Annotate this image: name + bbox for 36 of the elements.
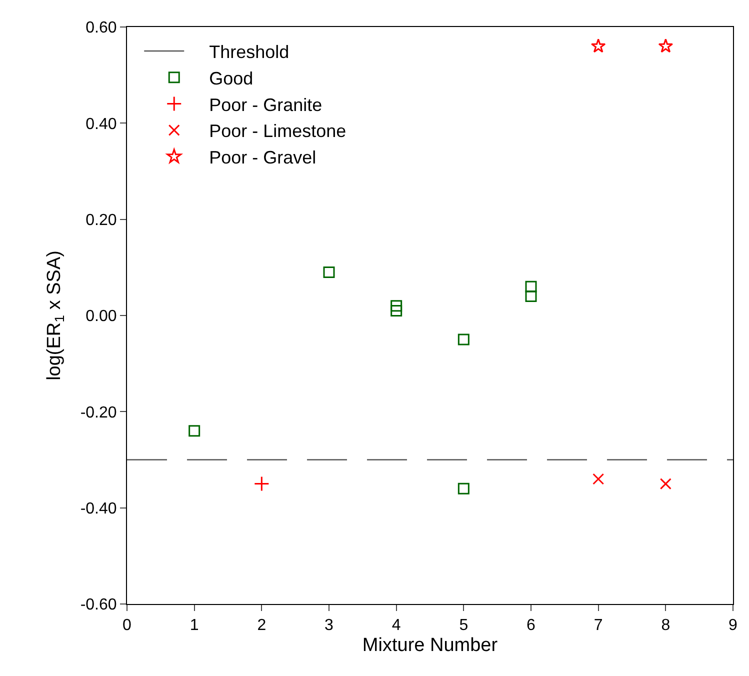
- x-tick-label: 7: [594, 617, 603, 634]
- point: [525, 290, 537, 302]
- y-tick-label: -0.40: [80, 500, 117, 518]
- y-tick-label: 0.00: [86, 308, 117, 326]
- point: [188, 425, 200, 437]
- point: [592, 473, 604, 485]
- x-tick-label: 9: [728, 617, 738, 634]
- legend-label: Threshold: [209, 42, 290, 62]
- point: [590, 38, 606, 53]
- x-tick-label: 2: [257, 617, 266, 634]
- point: [458, 482, 470, 494]
- y-tick-label: 0.40: [86, 116, 117, 133]
- point: [458, 334, 470, 346]
- point: [323, 266, 335, 278]
- point: [525, 280, 537, 292]
- legend-label: Poor - Gravel: [209, 148, 316, 168]
- point: [658, 38, 674, 53]
- y-tick-label: -0.60: [80, 596, 117, 614]
- legend-label: Poor - Limestone: [209, 121, 346, 142]
- x-tick-label: 6: [526, 617, 536, 634]
- y-tick-label: 0.60: [86, 20, 117, 37]
- x-tick-label: 5: [459, 617, 468, 634]
- x-tick-label: 0: [122, 617, 132, 634]
- x-tick-label: 4: [392, 617, 401, 634]
- y-tick-label: -0.20: [80, 404, 117, 422]
- x-axis-title: Mixture Number: [362, 635, 498, 656]
- legend-label: Poor - Granite: [209, 94, 322, 115]
- point: [660, 478, 672, 490]
- y-tick-label: 0.20: [86, 212, 117, 229]
- point: [390, 304, 402, 316]
- x-tick-label: 3: [324, 617, 334, 634]
- point: [254, 476, 270, 492]
- x-tick-label: 8: [661, 617, 670, 634]
- x-tick-label: 1: [190, 617, 199, 634]
- legend-label: Good: [209, 68, 254, 88]
- point: [390, 300, 402, 312]
